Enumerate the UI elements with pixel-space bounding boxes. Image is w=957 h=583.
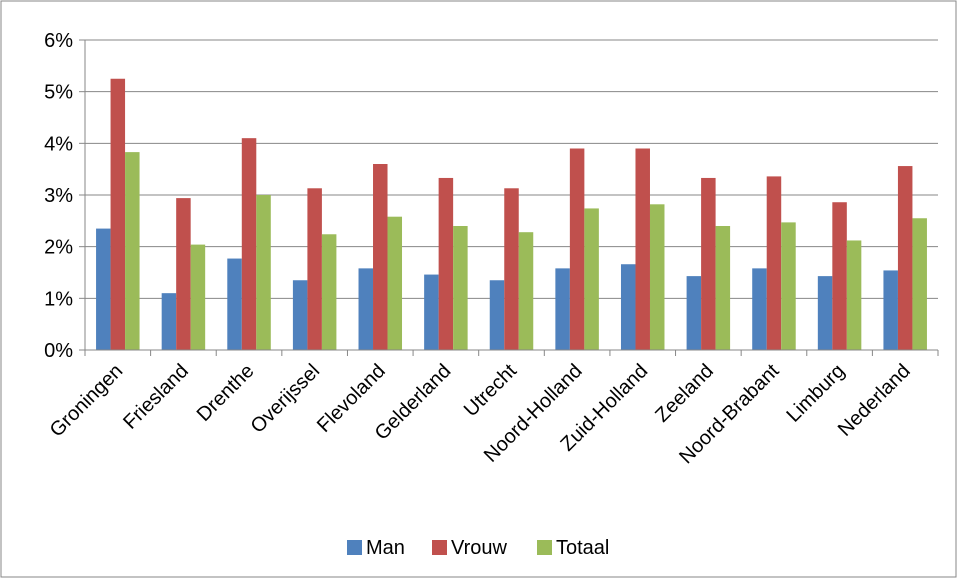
y-tick-label: 1% [44,288,73,310]
bar-man-flevoland [358,268,374,350]
bar-totaal-gelderland [453,226,468,350]
legend-label-man: Man [366,537,405,559]
bar-totaal-utrecht [518,232,534,350]
bar-man-gelderland [424,274,439,350]
bar-totaal-zuid-holland [649,204,665,350]
legend-swatch-man [347,540,362,555]
bar-totaal-drenthe [256,195,271,350]
bar-man-utrecht [489,280,505,350]
bar-vrouw-noord-holland [569,148,585,350]
legend-swatch-totaal [537,540,552,555]
bar-man-zeeland [686,276,702,350]
bar-man-noord-holland [555,268,570,350]
bar-vrouw-flevoland [373,164,388,350]
legend-label-vrouw: Vrouw [451,537,508,559]
bar-man-friesland [161,293,177,350]
bar-man-nederland [883,270,898,350]
bar-vrouw-zuid-holland [635,148,650,350]
bar-vrouw-utrecht [504,188,519,350]
y-tick-label: 0% [44,340,73,362]
bar-vrouw-gelderland [438,177,454,350]
bar-totaal-nederland [912,218,927,350]
bar-man-noord-brabant [752,268,767,350]
bar-vrouw-overijssel [307,188,322,350]
bar-vrouw-friesland [176,198,191,350]
bar-man-zuid-holland [620,264,636,350]
bar-vrouw-drenthe [241,138,257,350]
y-tick-label: 3% [44,185,73,207]
bar-vrouw-groningen [110,78,126,350]
bar-vrouw-noord-brabant [766,176,782,350]
bar-man-limburg [817,276,833,350]
bar-totaal-noord-brabant [781,222,796,350]
bar-vrouw-nederland [897,166,913,350]
bar-totaal-zeeland [715,226,731,350]
bar-totaal-noord-holland [584,208,599,350]
bar-totaal-groningen [125,152,140,350]
bar-vrouw-zeeland [701,177,716,350]
bar-man-drenthe [227,258,242,350]
legend-label-totaal: Totaal [556,537,609,559]
axes [79,39,939,356]
bar-totaal-limburg [846,240,862,350]
y-tick-label: 6% [44,30,73,52]
legend-swatch-vrouw [432,540,447,555]
bar-totaal-overijssel [321,234,337,350]
y-tick-label: 5% [44,82,73,104]
bar-man-groningen [96,228,111,350]
bar-man-overijssel [292,280,308,350]
bar-totaal-friesland [190,244,206,350]
legend: Man Vrouw Totaal [347,537,609,559]
y-tick-label: 2% [44,237,73,259]
bar-totaal-flevoland [387,216,403,350]
y-tick-labels: 0% 1% 2% 3% 4% 5% 6% [44,30,73,362]
y-tick-label: 4% [44,133,73,155]
bar-vrouw-limburg [832,202,847,350]
bars [96,78,927,350]
